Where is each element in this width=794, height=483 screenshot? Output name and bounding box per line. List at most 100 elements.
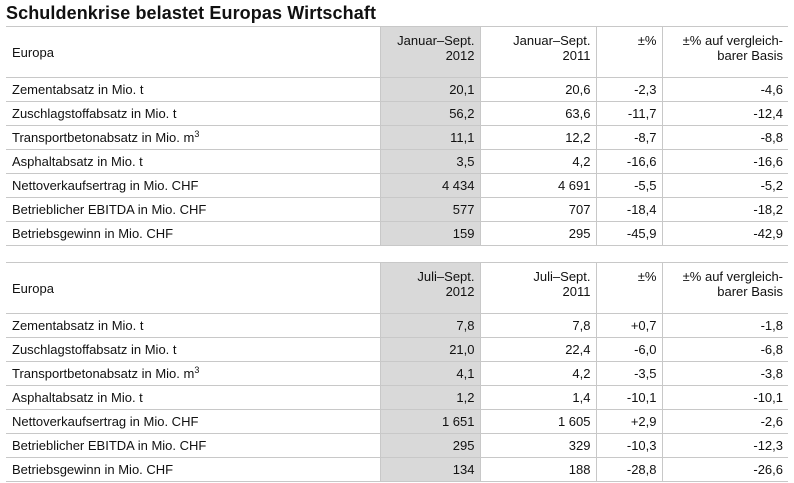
row-label: Nettoverkaufsertrag in Mio. CHF [6, 409, 381, 434]
cell-2011: 1,4 [480, 385, 597, 410]
cell-pct: -10,3 [596, 433, 663, 458]
table-header-row: Europa Juli–Sept. 2012 Juli–Sept. 2011 ±% … [6, 262, 788, 314]
cell-2011: 7,8 [480, 313, 597, 338]
row-label: Asphaltabsatz in Mio. t [6, 149, 381, 174]
table-row: Betriebsgewinn in Mio. CHF 159 295 -45,9 -42… [6, 221, 788, 246]
cell-pct: -28,8 [596, 457, 663, 482]
header-col-pct: ±% [596, 262, 663, 314]
header-region-label: Europa [6, 26, 381, 78]
cell-pct-basis: -8,8 [662, 125, 788, 150]
unit-superscript: 3 [194, 365, 200, 375]
cell-2011: 188 [480, 457, 597, 482]
cell-2011: 295 [480, 221, 597, 246]
cell-2012: 577 [380, 197, 481, 222]
table-row: Betrieblicher EBITDA in Mio. CHF 577 707 -1… [6, 197, 788, 222]
row-label: Betrieblicher EBITDA in Mio. CHF [6, 197, 381, 222]
row-label: Nettoverkaufsertrag in Mio. CHF [6, 173, 381, 198]
row-label: Zementabsatz in Mio. t [6, 77, 381, 102]
cell-pct-basis: -26,6 [662, 457, 788, 482]
cell-2012: 159 [380, 221, 481, 246]
cell-2011: 329 [480, 433, 597, 458]
cell-pct-basis: -2,6 [662, 409, 788, 434]
cell-pct-basis: -42,9 [662, 221, 788, 246]
cell-pct: -18,4 [596, 197, 663, 222]
header-col-pct: ±% [596, 26, 663, 78]
table-row: Betrieblicher EBITDA in Mio. CHF 295 329 -1… [6, 433, 788, 458]
page-title: Schuldenkrise belastet Europas Wirtschaf… [6, 3, 377, 23]
cell-pct: -2,3 [596, 77, 663, 102]
row-label: Betriebsgewinn in Mio. CHF [6, 221, 381, 246]
cell-pct: +2,9 [596, 409, 663, 434]
cell-pct-basis: -12,3 [662, 433, 788, 458]
cell-pct: -5,5 [596, 173, 663, 198]
table-row: Zementabsatz in Mio. t 7,8 7,8 +0,7 -1,8 [6, 313, 788, 338]
row-label: Transportbetonabsatz in Mio. m3 [6, 361, 381, 386]
header-region-label: Europa [6, 262, 381, 314]
header-col-pct-basis: ±% auf vergleich-barer Basis [662, 262, 788, 314]
cell-2012: 3,5 [380, 149, 481, 174]
cell-pct-basis: -6,8 [662, 337, 788, 362]
cell-2011: 22,4 [480, 337, 597, 362]
cell-2011: 12,2 [480, 125, 597, 150]
cell-2011: 707 [480, 197, 597, 222]
row-label: Zementabsatz in Mio. t [6, 313, 381, 338]
cell-pct-basis: -1,8 [662, 313, 788, 338]
cell-pct: +0,7 [596, 313, 663, 338]
header-col-2011: Juli–Sept. 2011 [480, 262, 597, 314]
cell-2011: 4,2 [480, 361, 597, 386]
table-header-row: Europa Januar–Sept. 2012 Januar–Sept. 2011… [6, 26, 788, 78]
row-label: Asphaltabsatz in Mio. t [6, 385, 381, 410]
unit-superscript: 3 [194, 129, 200, 139]
cell-pct-basis: -3,8 [662, 361, 788, 386]
cell-pct-basis: -16,6 [662, 149, 788, 174]
cell-2012: 7,8 [380, 313, 481, 338]
cell-2012: 4,1 [380, 361, 481, 386]
header-col-2012: Juli–Sept. 2012 [380, 262, 481, 314]
row-label: Betriebsgewinn in Mio. CHF [6, 457, 381, 482]
table-row: Nettoverkaufsertrag in Mio. CHF 4 434 4 69… [6, 173, 788, 198]
cell-2011: 1 605 [480, 409, 597, 434]
cell-2012: 21,0 [380, 337, 481, 362]
cell-2011: 4 691 [480, 173, 597, 198]
row-label: Betrieblicher EBITDA in Mio. CHF [6, 433, 381, 458]
cell-pct-basis: -5,2 [662, 173, 788, 198]
cell-pct: -16,6 [596, 149, 663, 174]
cell-2011: 20,6 [480, 77, 597, 102]
cell-2011: 63,6 [480, 101, 597, 126]
header-col-2012: Januar–Sept. 2012 [380, 26, 481, 78]
table-juli-sept: Europa Juli–Sept. 2012 Juli–Sept. 2011 ±% … [6, 262, 788, 482]
table-row: Zuschlagstoffabsatz in Mio. t 56,2 63,6 -11… [6, 101, 788, 126]
cell-2012: 134 [380, 457, 481, 482]
cell-2011: 4,2 [480, 149, 597, 174]
cell-pct: -10,1 [596, 385, 663, 410]
cell-pct-basis: -18,2 [662, 197, 788, 222]
table-row: Transportbetonabsatz in Mio. m3 11,1 12,2-… [6, 125, 788, 150]
cell-pct: -45,9 [596, 221, 663, 246]
row-label: Zuschlagstoffabsatz in Mio. t [6, 337, 381, 362]
row-label: Transportbetonabsatz in Mio. m3 [6, 125, 381, 150]
cell-pct-basis: -4,6 [662, 77, 788, 102]
cell-2012: 56,2 [380, 101, 481, 126]
cell-pct-basis: -12,4 [662, 101, 788, 126]
table-row: Betriebsgewinn in Mio. CHF 134 188 -28,8 -26… [6, 457, 788, 482]
table-row: Nettoverkaufsertrag in Mio. CHF 1 651 1 60… [6, 409, 788, 434]
cell-pct: -3,5 [596, 361, 663, 386]
table-row: Zementabsatz in Mio. t 20,1 20,6 -2,3 -4,6 [6, 77, 788, 102]
cell-pct: -8,7 [596, 125, 663, 150]
row-label: Zuschlagstoffabsatz in Mio. t [6, 101, 381, 126]
table-row: Asphaltabsatz in Mio. t 1,2 1,4 -10,1 -10,1 [6, 385, 788, 410]
cell-2012: 1 651 [380, 409, 481, 434]
cell-2012: 1,2 [380, 385, 481, 410]
table-januar-sept: Europa Januar–Sept. 2012 Januar–Sept. 2011… [6, 26, 788, 246]
cell-2012: 20,1 [380, 77, 481, 102]
cell-pct: -6,0 [596, 337, 663, 362]
cell-2012: 11,1 [380, 125, 481, 150]
table-row: Asphaltabsatz in Mio. t 3,5 4,2 -16,6 -16,6 [6, 149, 788, 174]
header-col-2011: Januar–Sept. 2011 [480, 26, 597, 78]
table-row: Transportbetonabsatz in Mio. m3 4,1 4,2 -3,… [6, 361, 788, 386]
header-col-pct-basis: ±% auf vergleich-barer Basis [662, 26, 788, 78]
table-row: Zuschlagstoffabsatz in Mio. t 21,0 22,4 -6,… [6, 337, 788, 362]
cell-2012: 4 434 [380, 173, 481, 198]
cell-pct-basis: -10,1 [662, 385, 788, 410]
cell-pct: -11,7 [596, 101, 663, 126]
